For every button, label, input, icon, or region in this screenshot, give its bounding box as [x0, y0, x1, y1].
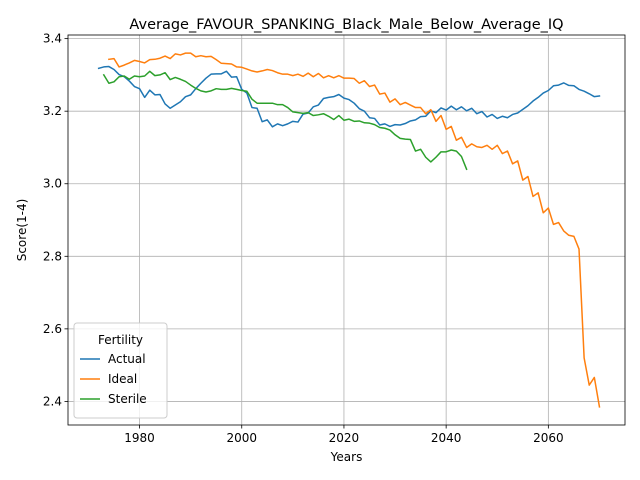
- x-tick-label: 2060: [533, 431, 564, 445]
- legend: Fertility Actual Ideal Sterile: [73, 322, 168, 419]
- chart-title: Average_FAVOUR_SPANKING_Black_Male_Below…: [129, 17, 563, 33]
- y-axis-label: Score(1-4): [15, 199, 29, 262]
- y-tick-label: 3.4: [43, 32, 62, 46]
- legend-label-actual: Actual: [108, 352, 146, 366]
- y-axis: 2.4 2.6 2.8 3.0 3.2 3.4: [43, 32, 68, 408]
- y-tick-label: 3.0: [43, 177, 62, 191]
- x-tick-label: 2020: [329, 431, 360, 445]
- y-tick-label: 3.2: [43, 104, 62, 118]
- y-tick-label: 2.4: [43, 394, 62, 408]
- x-axis-label: Years: [330, 450, 363, 464]
- legend-label-ideal: Ideal: [108, 372, 137, 386]
- y-tick-label: 2.6: [43, 322, 62, 336]
- plot-frame: [67, 34, 626, 426]
- series-line-actual: [97, 65, 601, 128]
- legend-label-sterile: Sterile: [108, 392, 147, 406]
- legend-title: Fertility: [98, 333, 143, 347]
- x-tick-label: 2000: [226, 431, 257, 445]
- series-line-sterile: [102, 70, 468, 171]
- y-tick-label: 2.8: [43, 249, 62, 263]
- x-tick-label: 2040: [431, 431, 462, 445]
- legend-box: [73, 322, 168, 419]
- series-layer: [97, 52, 601, 408]
- series-line-ideal: [108, 52, 601, 408]
- x-tick-label: 1980: [124, 431, 155, 445]
- x-axis: 1980 2000 2020 2040 2060: [124, 425, 564, 445]
